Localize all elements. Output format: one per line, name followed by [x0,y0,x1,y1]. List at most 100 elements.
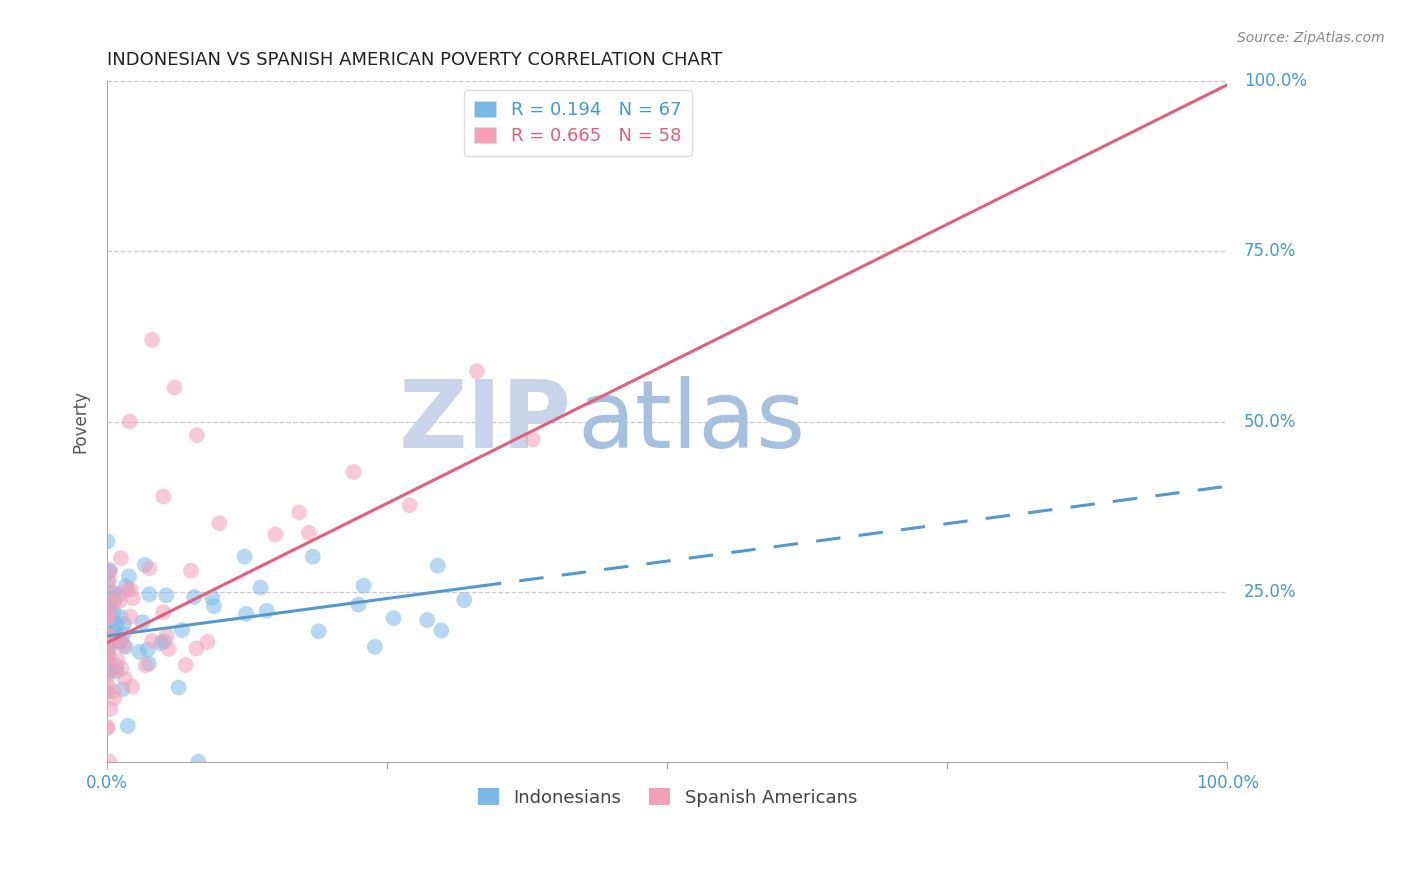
Point [157,641,180,656]
Point [96,534,118,549]
Text: 50.0%: 50.0% [1244,413,1296,431]
Point [155,588,177,602]
Legend: Indonesians, Spanish Americans: Indonesians, Spanish Americans [470,781,865,814]
Point [197,635,219,649]
Point [105,665,128,679]
Point [96,685,118,699]
Point [135,658,157,673]
Point [100,662,122,676]
Point [108,593,131,607]
Point [112,639,135,653]
Point [98,574,121,588]
Point [141,633,163,648]
Point [108,632,131,647]
Point [180,564,202,578]
Text: INDONESIAN VS SPANISH AMERICAN POVERTY CORRELATION CHART: INDONESIAN VS SPANISH AMERICAN POVERTY C… [107,51,723,69]
Point [112,627,135,641]
Point [103,663,125,677]
Point [120,609,142,624]
Point [103,595,125,609]
Point [522,433,544,447]
Point [364,640,387,654]
Point [110,634,132,648]
Point [187,755,209,769]
Point [136,642,159,657]
Point [97,609,120,624]
Point [298,525,321,540]
Point [103,591,125,606]
Point [104,624,127,639]
Point [112,617,135,632]
Point [96,720,118,734]
Point [97,678,120,692]
Point [98,649,121,664]
Point [186,641,208,656]
Point [186,428,208,442]
Text: 25.0%: 25.0% [1244,582,1296,600]
Point [308,624,330,639]
Point [100,631,122,645]
Point [97,644,120,658]
Point [426,558,449,573]
Point [96,721,118,735]
Point [382,611,405,625]
Point [114,672,136,686]
Point [98,755,121,769]
Point [97,643,120,657]
Point [121,680,143,694]
Y-axis label: Poverty: Poverty [72,390,89,453]
Point [96,610,118,624]
Point [96,627,118,641]
Point [96,648,118,662]
Point [110,662,132,676]
Point [110,610,132,624]
Point [97,629,120,643]
Point [98,614,121,628]
Point [152,490,174,504]
Point [100,633,122,648]
Point [97,599,120,613]
Point [117,719,139,733]
Point [107,653,129,667]
Point [97,632,120,647]
Point [103,605,125,619]
Point [138,657,160,671]
Point [131,615,153,630]
Point [97,653,120,667]
Point [97,596,120,610]
Point [134,558,156,572]
Point [138,561,160,575]
Point [108,634,131,648]
Point [153,634,176,648]
Point [96,670,118,684]
Point [288,505,311,519]
Point [98,702,121,716]
Point [110,551,132,566]
Point [105,616,128,631]
Point [208,516,231,530]
Point [98,591,121,605]
Text: Source: ZipAtlas.com: Source: ZipAtlas.com [1237,31,1385,45]
Point [98,564,121,578]
Point [141,333,163,347]
Point [233,549,256,564]
Point [167,681,190,695]
Point [465,364,488,378]
Point [96,656,118,670]
Point [115,582,138,597]
Point [97,565,120,579]
Point [100,640,122,654]
Point [202,599,225,613]
Point [149,636,172,650]
Point [343,465,366,479]
Point [114,640,136,654]
Point [201,591,224,605]
Point [398,498,420,512]
Point [96,574,118,589]
Point [98,563,121,577]
Point [128,645,150,659]
Point [416,613,439,627]
Point [256,604,278,618]
Text: ZIP: ZIP [399,376,572,467]
Point [98,636,121,650]
